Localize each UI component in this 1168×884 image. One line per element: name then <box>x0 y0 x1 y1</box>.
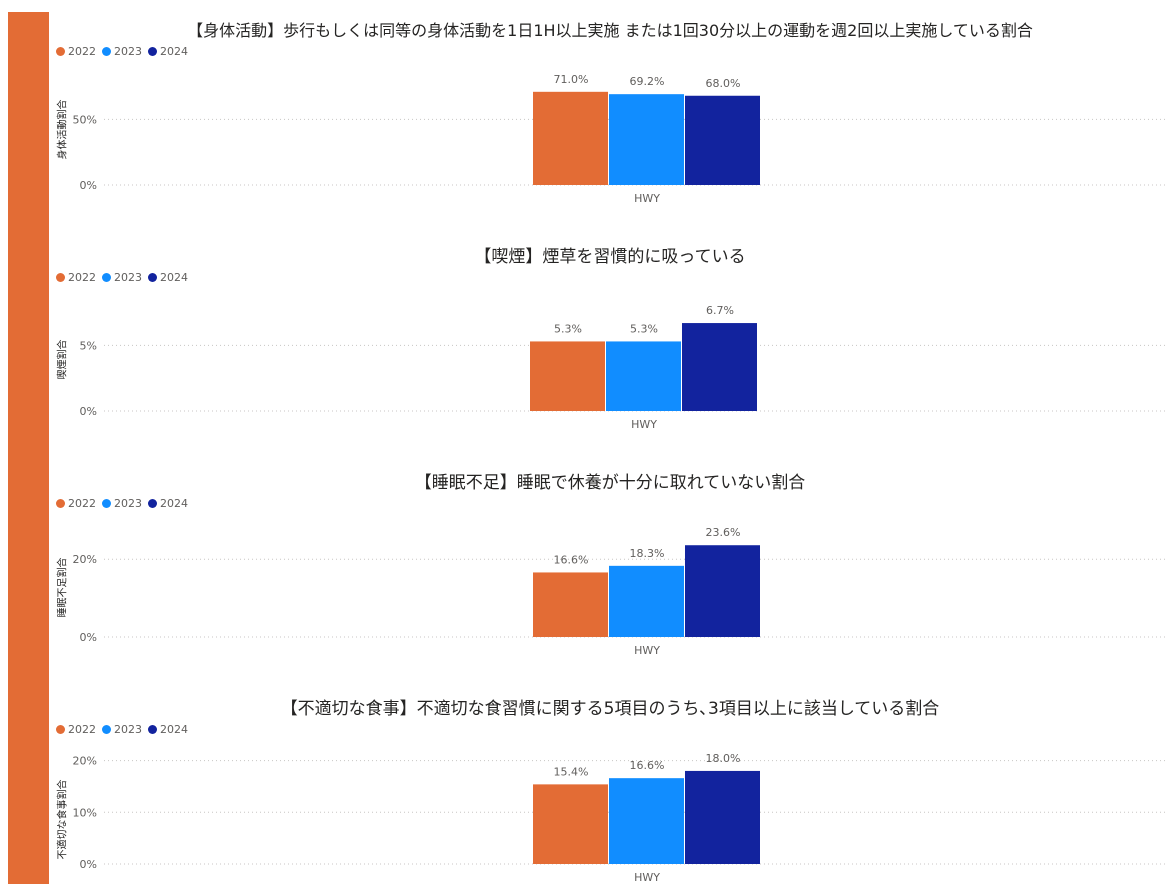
legend-label: 2022 <box>68 497 96 510</box>
legend-item-2022[interactable]: 2022 <box>56 497 96 510</box>
legend-label: 2023 <box>114 497 142 510</box>
y-tick-label: 20% <box>73 553 97 566</box>
chart-title: 【睡眠不足】睡眠で休養が十分に取れていない割合 <box>414 473 806 493</box>
chart-title: 【喫煙】煙草を習慣的に吸っている <box>474 247 746 267</box>
chart-title: 【身体活動】歩行もしくは同等の身体活動を1日1H以上実施 または1回30分以上の… <box>187 21 1033 40</box>
legend-label: 2022 <box>68 723 96 736</box>
data-label: 68.0% <box>706 77 741 90</box>
legend-dot-icon <box>148 273 157 282</box>
bar-2023 <box>609 565 684 637</box>
y-tick-label: 0% <box>80 179 97 192</box>
bar-2023 <box>606 341 681 411</box>
legend-dot-icon <box>102 725 111 734</box>
legend-dot-icon <box>56 47 65 56</box>
legend-item-2023[interactable]: 2023 <box>102 723 142 736</box>
legend-item-2023[interactable]: 2023 <box>102 497 142 510</box>
chart-legend[interactable]: 2022 2023 2024 <box>56 45 188 58</box>
legend-label: 2024 <box>160 497 188 510</box>
chart-panel-1: 【身体活動】歩行もしくは同等の身体活動を1日1H以上実施 または1回30分以上の… <box>0 0 1168 226</box>
legend-item-2023[interactable]: 2023 <box>102 271 142 284</box>
legend-label: 2024 <box>160 271 188 284</box>
y-tick-label: 10% <box>73 806 97 819</box>
bar-chart-smoking: 0% 5% 5.3% 5.3% 6.7% HWY <box>80 304 1166 431</box>
legend-label: 2023 <box>114 271 142 284</box>
legend-item-2024[interactable]: 2024 <box>148 723 188 736</box>
legend-dot-icon <box>102 47 111 56</box>
accent-sidebar <box>8 12 49 884</box>
legend-dot-icon <box>56 499 65 508</box>
data-label: 5.3% <box>554 322 582 335</box>
bar-2024 <box>685 770 760 864</box>
data-label: 23.6% <box>706 526 741 539</box>
y-tick-label: 5% <box>80 339 97 352</box>
chart-title: 【不適切な食事】不適切な食習慣に関する5項目のうち､3項目以上に該当している割合 <box>280 699 940 719</box>
chart-panel-4: 【不適切な食事】不適切な食習慣に関する5項目のうち､3項目以上に該当している割合… <box>0 678 1168 884</box>
chart-legend[interactable]: 2022 2023 2024 <box>56 497 188 510</box>
data-label: 16.6% <box>630 759 665 772</box>
bar-2024 <box>685 545 760 637</box>
x-category-label: HWY <box>631 418 657 431</box>
chart-panel-3: 【睡眠不足】睡眠で休養が十分に取れていない割合 2022 2023 2024 睡… <box>0 452 1168 678</box>
legend-dot-icon <box>102 499 111 508</box>
legend-dot-icon <box>56 273 65 282</box>
y-tick-label: 20% <box>73 755 97 768</box>
legend-item-2022[interactable]: 2022 <box>56 271 96 284</box>
bar-chart-diet: 0% 10% 20% 15.4% 16.6% 18.0% HWY <box>73 752 1166 884</box>
y-tick-label: 0% <box>80 858 97 871</box>
bar-2023 <box>609 778 684 864</box>
bar-2023 <box>609 94 684 185</box>
bar-chart-sleep: 0% 20% 16.6% 18.3% 23.6% HWY <box>73 526 1166 657</box>
legend-dot-icon <box>148 47 157 56</box>
bar-2022 <box>533 784 608 864</box>
legend-dot-icon <box>148 725 157 734</box>
legend-item-2024[interactable]: 2024 <box>148 45 188 58</box>
data-label: 18.0% <box>706 752 741 765</box>
data-label: 5.3% <box>630 322 658 335</box>
data-label: 69.2% <box>630 75 665 88</box>
bar-2024 <box>685 95 760 185</box>
legend-item-2022[interactable]: 2022 <box>56 723 96 736</box>
data-label: 18.3% <box>630 547 665 560</box>
legend-item-2024[interactable]: 2024 <box>148 497 188 510</box>
chart-panel-2: 【喫煙】煙草を習慣的に吸っている 2022 2023 2024 喫煙割合 <box>0 226 1168 452</box>
bar-chart-physical-activity: 0% 50% 71.0% 69.2% 68.0% HWY <box>73 73 1166 205</box>
chart-legend[interactable]: 2022 2023 2024 <box>56 271 188 284</box>
legend-dot-icon <box>56 725 65 734</box>
legend-label: 2022 <box>68 271 96 284</box>
bar-2022 <box>533 572 608 637</box>
bar-2022 <box>533 91 608 185</box>
legend-dot-icon <box>102 273 111 282</box>
data-label: 6.7% <box>706 304 734 317</box>
legend-label: 2024 <box>160 723 188 736</box>
legend-label: 2022 <box>68 45 96 58</box>
x-category-label: HWY <box>634 871 660 884</box>
legend-label: 2023 <box>114 723 142 736</box>
bar-2024 <box>682 323 757 411</box>
legend-label: 2024 <box>160 45 188 58</box>
legend-item-2024[interactable]: 2024 <box>148 271 188 284</box>
data-label: 16.6% <box>554 553 589 566</box>
legend-label: 2023 <box>114 45 142 58</box>
bar-2022 <box>530 341 605 411</box>
y-tick-label: 50% <box>73 113 97 126</box>
y-tick-label: 0% <box>80 631 97 644</box>
legend-dot-icon <box>148 499 157 508</box>
data-label: 15.4% <box>554 765 589 778</box>
x-category-label: HWY <box>634 192 660 205</box>
chart-legend[interactable]: 2022 2023 2024 <box>56 723 188 736</box>
data-label: 71.0% <box>554 73 589 86</box>
legend-item-2023[interactable]: 2023 <box>102 45 142 58</box>
legend-item-2022[interactable]: 2022 <box>56 45 96 58</box>
y-tick-label: 0% <box>80 405 97 418</box>
x-category-label: HWY <box>634 644 660 657</box>
